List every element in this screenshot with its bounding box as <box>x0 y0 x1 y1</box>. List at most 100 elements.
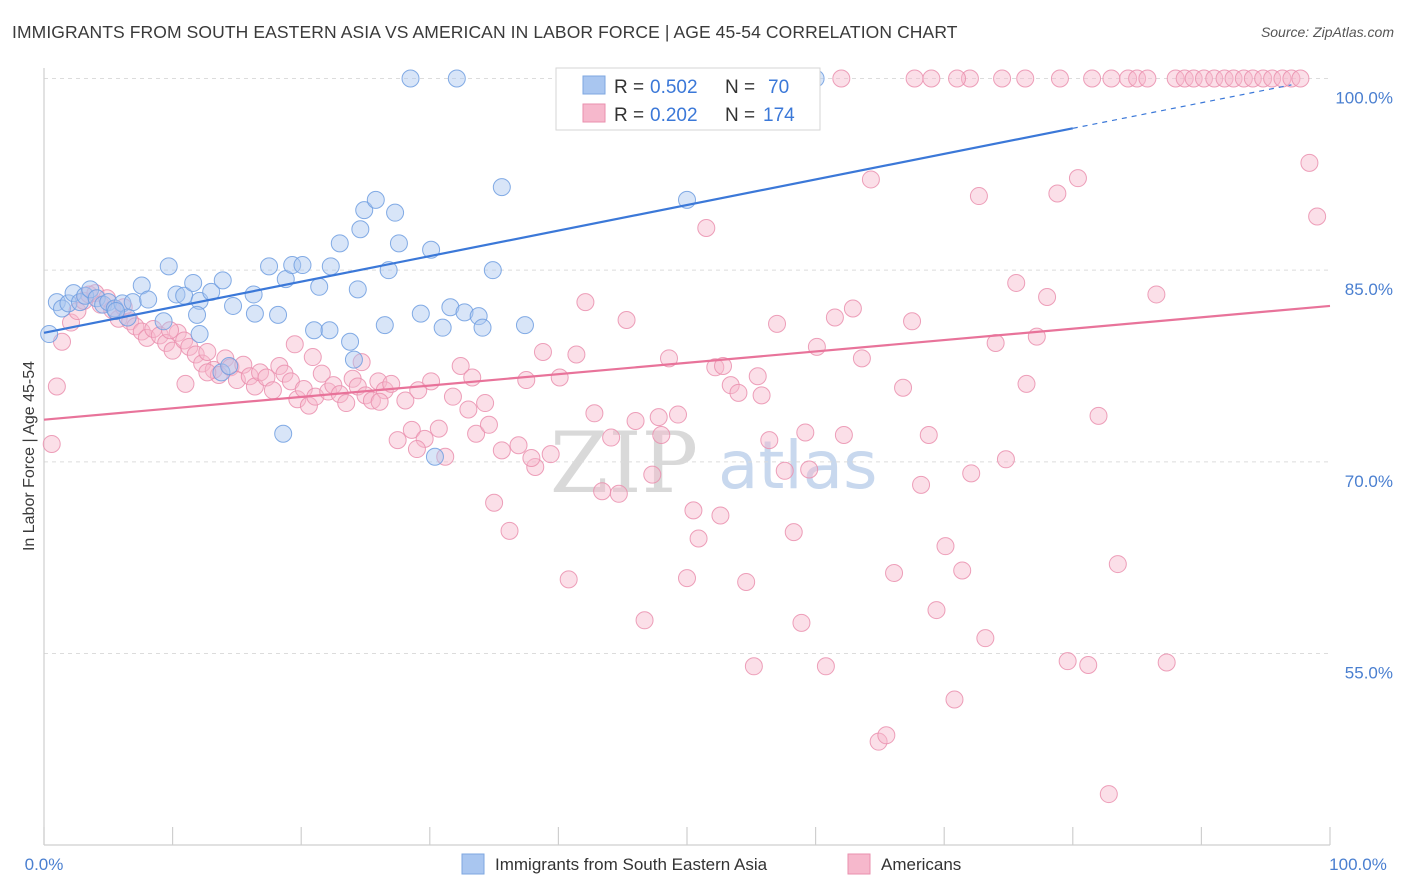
sea-point <box>224 296 243 315</box>
sea-point <box>40 325 59 344</box>
sea-point <box>425 447 444 466</box>
legend-r-value-blue: 0.502 <box>650 77 698 98</box>
sea-point <box>81 280 100 299</box>
americans-point <box>969 187 988 206</box>
americans-point <box>176 374 195 393</box>
americans-point <box>467 424 486 443</box>
americans-point <box>180 337 199 356</box>
sea-point <box>159 257 178 276</box>
americans-point <box>1048 184 1067 203</box>
sea-point <box>492 178 511 197</box>
sea-point <box>441 298 460 317</box>
americans-point <box>150 326 169 345</box>
americans-point <box>526 457 545 476</box>
sea-point <box>386 203 405 222</box>
americans-point <box>42 434 61 453</box>
americans-point <box>609 484 628 503</box>
americans-point <box>852 349 871 368</box>
americans-point <box>602 428 621 447</box>
y-axis-label: In Labor Force | Age 45-54 <box>21 361 38 551</box>
americans-point <box>1194 69 1213 88</box>
americans-point <box>559 570 578 589</box>
sea-point <box>184 273 203 292</box>
americans-point <box>161 321 180 340</box>
sea-point <box>269 305 288 324</box>
americans-point <box>1017 374 1036 393</box>
americans-point <box>922 69 941 88</box>
sea-point <box>260 257 279 276</box>
sea-point <box>483 261 502 280</box>
sea-point <box>283 256 302 275</box>
bottom-legend-swatch-sea <box>461 853 485 875</box>
sea-point <box>473 318 492 337</box>
americans-point <box>760 431 779 450</box>
americans-point <box>567 345 586 364</box>
americans-point <box>585 404 604 423</box>
americans-point <box>714 357 733 376</box>
americans-point <box>832 69 851 88</box>
americans-point <box>706 358 725 377</box>
americans-point <box>1166 69 1185 88</box>
americans-point <box>1147 285 1166 304</box>
sea-point <box>330 234 349 253</box>
americans-point <box>479 415 498 434</box>
americans-point <box>402 420 421 439</box>
sea-point <box>401 69 420 88</box>
americans-point <box>800 460 819 479</box>
americans-point <box>834 426 853 445</box>
americans-point <box>784 523 803 542</box>
americans-point <box>163 341 182 360</box>
bottom-legend-label-sea: Immigrants from South Eastern Asia <box>495 855 768 874</box>
y-tick-label: 55.0% <box>1345 664 1393 683</box>
americans-point <box>996 450 1015 469</box>
americans-point <box>816 657 835 676</box>
sea-point <box>123 293 142 312</box>
sea-point <box>389 234 408 253</box>
americans-point <box>1089 406 1108 425</box>
americans-point <box>825 308 844 327</box>
americans-trend-line <box>43 304 1331 421</box>
americans-point <box>919 426 938 445</box>
americans-point <box>885 564 904 583</box>
americans-point <box>1038 288 1057 307</box>
sea-point <box>344 350 363 369</box>
americans-point <box>993 69 1012 88</box>
americans-point <box>1291 69 1310 88</box>
americans-point <box>744 657 763 676</box>
americans-point <box>689 529 708 548</box>
americans-point <box>337 394 356 413</box>
americans-point <box>1058 652 1077 671</box>
bottom-legend-label-americans: Americans <box>881 855 961 874</box>
americans-point <box>711 506 730 525</box>
americans-point <box>492 441 511 460</box>
americans-point <box>649 408 668 427</box>
americans-point <box>953 561 972 580</box>
americans-point <box>1308 207 1327 226</box>
americans-point <box>463 368 482 387</box>
americans-point <box>626 411 645 430</box>
americans-point <box>186 345 205 364</box>
americans-point <box>768 314 787 333</box>
legend-n-value-blue: 70 <box>768 77 789 98</box>
americans-point <box>748 367 767 386</box>
americans-point <box>517 371 536 390</box>
americans-point <box>593 482 612 501</box>
americans-point <box>652 426 671 445</box>
americans-point <box>500 521 519 540</box>
americans-point <box>429 419 448 438</box>
americans-point <box>1254 69 1273 88</box>
americans-point <box>729 383 748 402</box>
americans-point <box>1050 69 1069 88</box>
sea-point <box>167 285 186 304</box>
americans-point <box>362 391 381 410</box>
americans-point <box>1184 69 1203 88</box>
americans-point <box>1007 273 1026 292</box>
americans-point <box>894 378 913 397</box>
americans-point <box>407 440 426 459</box>
legend-n-value-pink: 174 <box>763 105 795 126</box>
americans-point <box>1243 69 1262 88</box>
americans-point <box>843 299 862 318</box>
americans-point <box>422 372 441 391</box>
americans-point <box>678 569 696 588</box>
